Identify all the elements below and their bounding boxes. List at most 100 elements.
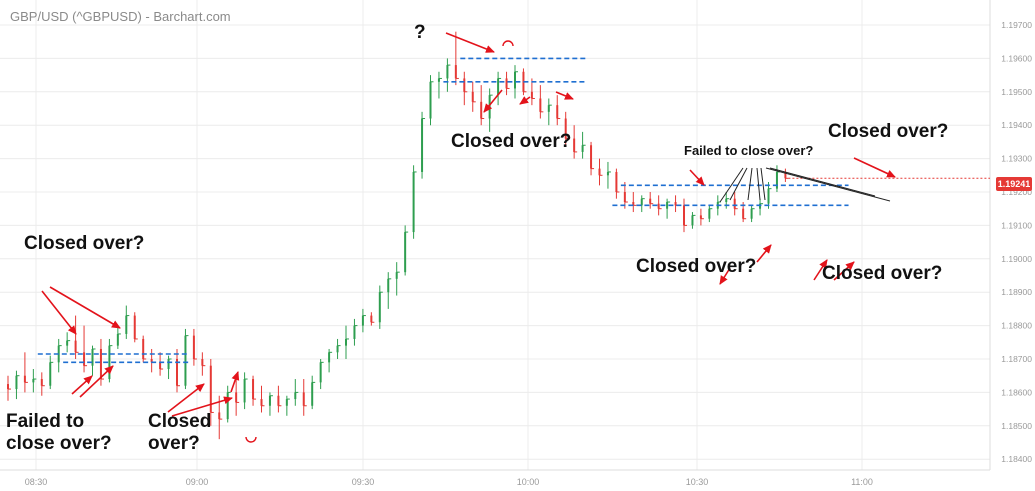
x-tick-label: 10:30 (686, 477, 709, 487)
candle-body (252, 379, 255, 400)
candle-body (83, 352, 86, 366)
annotation-closed-left-bottom: Closed over? (148, 411, 212, 454)
candle-body (606, 171, 609, 176)
annotation-pointer (769, 167, 876, 197)
annotation-arrow (167, 383, 205, 413)
candle-body (446, 65, 449, 79)
x-tick-label: 09:30 (352, 477, 375, 487)
candle-body (294, 392, 297, 400)
annotation-closed-over-mid: Closed over? (636, 256, 757, 277)
candle-body (176, 359, 178, 386)
y-tick-label: 1.19500 (1001, 87, 1032, 97)
y-tick-label: 1.19200 (1001, 187, 1032, 197)
candle-body (159, 362, 162, 370)
level-lines (37, 57, 990, 364)
annotation-pointer (756, 167, 761, 201)
candle-body (243, 379, 246, 403)
y-tick-label: 1.19300 (1001, 154, 1032, 164)
candle-body (268, 395, 271, 406)
candle-body (99, 348, 102, 380)
candle-body (598, 168, 601, 176)
candle-body (32, 379, 35, 383)
candle-body (209, 365, 212, 413)
candle-body (471, 91, 474, 102)
candle-body (454, 65, 457, 79)
candle-body (285, 399, 288, 406)
y-tick-label: 1.19400 (1001, 120, 1032, 130)
candle-body (116, 333, 119, 346)
candle-body (345, 338, 347, 346)
candle-body (691, 215, 694, 226)
candle-body (683, 205, 685, 226)
candle-body (108, 345, 111, 380)
candle-body (49, 362, 52, 386)
candle-body (497, 78, 500, 96)
candle-body (632, 202, 635, 206)
candle-body (192, 335, 195, 359)
candle-body (581, 145, 584, 152)
annotation-arrows (41, 32, 896, 443)
candle-body (302, 392, 305, 406)
annotation-question: ? (414, 22, 426, 43)
candle-body (336, 345, 339, 353)
y-axis: 1.198001.197001.196001.195001.194001.193… (1001, 20, 1032, 464)
x-tick-label: 10:00 (517, 477, 540, 487)
annotation-arrow (49, 286, 121, 329)
candle-body (66, 340, 69, 346)
annotation-pointer (760, 167, 766, 201)
candle-body (23, 375, 26, 383)
candle-body (7, 384, 9, 390)
candle-body (573, 138, 576, 152)
candle-body (167, 359, 170, 370)
candle-body (437, 78, 440, 82)
annotation-pointer (729, 167, 748, 201)
annotation-closed-over-top: Closed over? (451, 131, 572, 152)
annotation-arrow (445, 32, 495, 53)
candle-body (775, 171, 778, 189)
annotation-arrow (71, 375, 93, 395)
candle-body (142, 338, 145, 359)
chart-title: GBP/USD (^GBPUSD) - Barchart.com (10, 9, 231, 24)
candle-body (412, 171, 415, 233)
annotation-arrow (756, 244, 772, 263)
candle-body (404, 232, 407, 273)
candle-body (40, 379, 43, 386)
annotation-circle (502, 40, 514, 47)
candle-body (480, 101, 483, 119)
candle-body (623, 192, 626, 203)
annotation-arrow (555, 91, 574, 100)
annotation-failed-mid: Failed to close over? (684, 143, 814, 158)
candle-body (674, 202, 677, 206)
candle-body (311, 382, 314, 406)
candle-body (463, 78, 466, 92)
candle-body (133, 315, 136, 339)
candle-body (218, 412, 221, 420)
y-tick-label: 1.19000 (1001, 254, 1032, 264)
y-tick-label: 1.18400 (1001, 454, 1032, 464)
candle-body (277, 395, 280, 406)
annotation-arrow (853, 157, 896, 178)
candle-body (421, 118, 424, 172)
candle-body (395, 272, 398, 279)
y-tick-label: 1.18600 (1001, 387, 1032, 397)
annotation-arrow (79, 365, 114, 398)
annotation-arrow (519, 96, 531, 105)
candle-body (556, 105, 559, 119)
candle-body (91, 348, 94, 366)
candle-body (505, 78, 508, 89)
annotation-closed-over-right-bottom: Closed over? (822, 263, 943, 284)
candle-body (184, 335, 187, 386)
last-price-badge: 1.19241 (996, 177, 1032, 191)
grid-lines (0, 0, 991, 471)
annotation-arrow (833, 261, 855, 281)
candle-body (615, 171, 618, 192)
candle-body (666, 202, 669, 209)
candle-body (387, 278, 390, 293)
candle-body (733, 198, 736, 209)
candle-body (590, 145, 593, 169)
candle-body (708, 208, 711, 219)
annotation-arrow (41, 290, 77, 335)
candle-body (361, 315, 364, 326)
x-tick-label: 11:00 (851, 477, 873, 487)
